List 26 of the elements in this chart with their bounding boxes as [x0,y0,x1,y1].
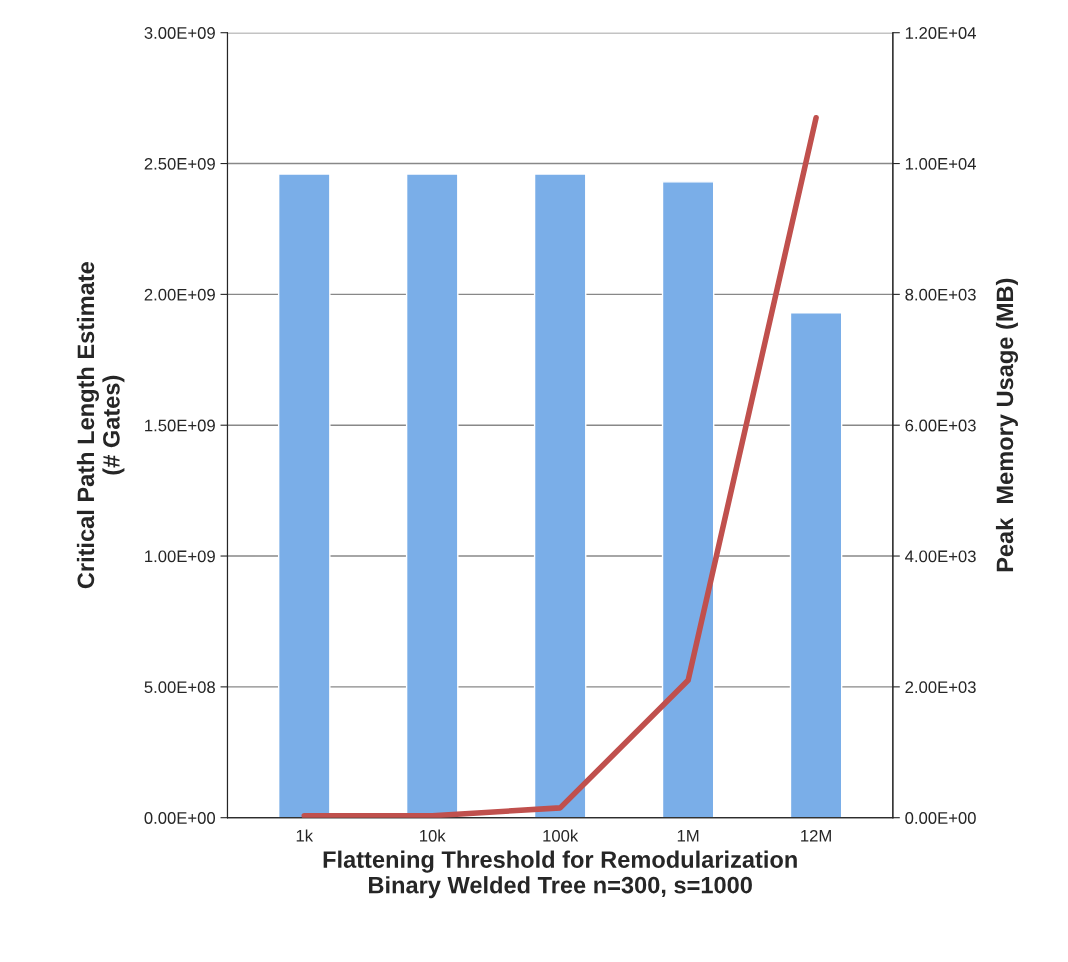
y-tick-label: 0.00E+00 [144,812,216,824]
x-tick-label: 1M [677,830,699,842]
bar [661,181,715,818]
y-tick-label: 2.00E+09 [144,288,215,301]
y2-tick-label: 8.00E+03 [905,288,976,301]
y-tick-label: 5.00E+08 [144,681,215,694]
x-tick-label: 10k [420,829,446,842]
x-axis-title: Flattening Threshold for Remodularization Binary Welded Tree n=300, s=1000 [323,850,797,899]
y2-tick-label: 2.00E+03 [905,681,976,694]
y-tick-label: 1.50E+09 [145,419,215,432]
y2-axis-title: Peak Memory Usage (MB) [995,278,1019,572]
y2-tick-label: 6.00E+03 [905,419,976,432]
y2-tick-label: 1.00E+04 [905,157,976,170]
bar [789,311,843,818]
y2-tick-label: 1.20E+04 [905,27,976,39]
x-tick-label: 100k [543,829,579,842]
bar [533,173,587,818]
y2-tick-label: 4.00E+03 [905,550,976,563]
y-tick-label: 1.00E+09 [145,550,215,563]
y2-tick-label: 0.00E+00 [905,812,976,824]
y-tick-label: 2.50E+09 [144,157,215,170]
y-tick-label: 3.00E+09 [144,27,215,39]
y-axis-title: Critical Path Length Estimate (# Gates) [76,262,125,589]
bar [277,173,331,818]
x-tick-label: 1k [296,829,314,842]
x-tick-label: 12M [801,829,831,842]
